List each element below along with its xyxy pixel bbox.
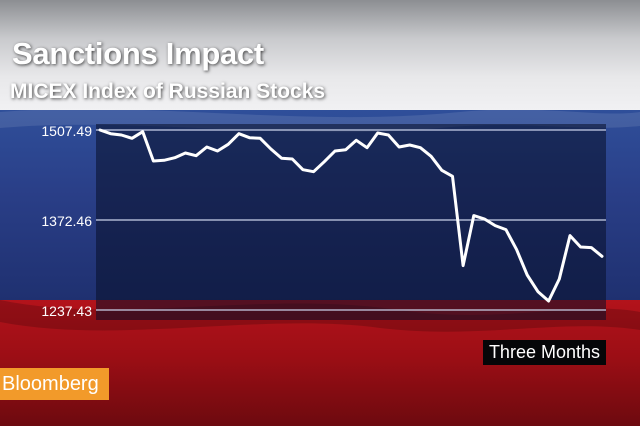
series-line: [98, 128, 604, 303]
y-tick-label-1: 1372.46: [41, 213, 92, 229]
brand-logo: Bloomberg: [0, 368, 109, 400]
flag-white-band: [0, 0, 640, 110]
y-tick-label-0: 1507.49: [41, 123, 92, 139]
plot-area: [96, 124, 606, 320]
chart-title: Sanctions Impact: [12, 36, 264, 71]
chart-subtitle: MICEX Index of Russian Stocks: [10, 80, 326, 103]
time-range-label: Three Months: [482, 340, 606, 365]
y-tick-label-2: 1237.43: [41, 303, 92, 319]
